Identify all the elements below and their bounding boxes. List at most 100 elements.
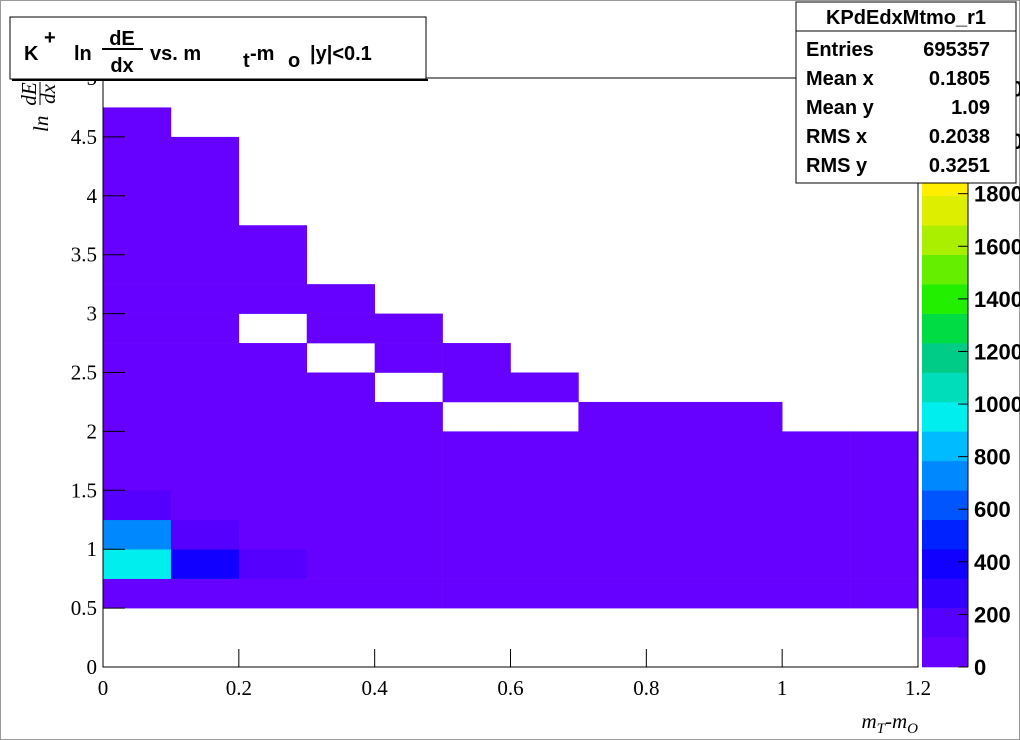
z-tick-label: 1200 xyxy=(974,339,1020,364)
cell xyxy=(374,431,443,462)
cell xyxy=(170,519,240,550)
cell xyxy=(442,490,511,521)
z-tick-label: 600 xyxy=(974,497,1011,522)
title-part: ln xyxy=(74,43,92,65)
cell xyxy=(103,431,172,462)
cell xyxy=(442,578,511,609)
cell xyxy=(103,401,172,432)
x-label-part: O xyxy=(907,721,918,737)
title-part: t xyxy=(243,50,250,72)
title-part: vs. m xyxy=(150,43,201,65)
cell xyxy=(238,578,308,609)
cell xyxy=(714,549,783,579)
cell xyxy=(510,519,579,550)
stats-value: 0.1805 xyxy=(929,68,990,90)
cell xyxy=(170,254,240,285)
cell xyxy=(374,401,443,432)
cell xyxy=(103,372,172,403)
cell xyxy=(850,460,919,491)
cell xyxy=(646,431,715,462)
cell xyxy=(170,136,240,167)
cell xyxy=(170,490,240,521)
y-label-part: ln xyxy=(29,116,53,132)
x-tick-label: 1 xyxy=(777,676,788,700)
cell xyxy=(170,549,240,579)
cell xyxy=(306,549,375,579)
cell xyxy=(782,578,851,609)
title-part: dE xyxy=(109,28,135,50)
cell xyxy=(714,401,783,432)
cell xyxy=(238,549,308,579)
cell xyxy=(714,519,783,550)
stats-box xyxy=(795,1,1017,184)
cell xyxy=(103,284,172,314)
palette-band xyxy=(922,343,968,373)
stats-value: 695357 xyxy=(923,39,990,61)
stats-key: Mean x xyxy=(806,68,874,90)
cell xyxy=(170,460,240,491)
cell xyxy=(238,254,308,285)
x-tick-label: 0 xyxy=(98,676,109,700)
palette-band xyxy=(922,254,968,285)
palette-band xyxy=(922,519,968,550)
cell xyxy=(714,460,783,491)
cell xyxy=(714,431,783,462)
title-part: + xyxy=(44,27,56,49)
cell xyxy=(103,519,172,550)
cell xyxy=(170,195,240,226)
cell xyxy=(646,578,715,609)
z-tick-label: 1000 xyxy=(974,392,1020,417)
cell xyxy=(170,284,240,314)
cell xyxy=(646,519,715,550)
cell xyxy=(103,490,172,521)
cell xyxy=(103,107,172,138)
cell xyxy=(646,460,715,491)
z-tick-label: 800 xyxy=(974,445,1011,470)
cell xyxy=(374,519,443,550)
cell xyxy=(306,578,375,609)
cell xyxy=(103,578,172,609)
cell xyxy=(714,578,783,609)
y-axis-label: ln dEdx xyxy=(17,82,60,132)
x-label-part: m xyxy=(861,709,876,733)
cell xyxy=(578,578,647,609)
title-part: -m xyxy=(250,43,274,65)
cell xyxy=(238,519,308,550)
cell xyxy=(374,578,443,609)
y-tick-label: 2.5 xyxy=(71,361,97,385)
x-tick-label: 0.6 xyxy=(497,676,523,700)
x-tick-label: 0.8 xyxy=(633,676,659,700)
cell xyxy=(510,460,579,491)
stats-name: KPdEdxMtmo_r1 xyxy=(826,7,986,29)
z-tick-label: 400 xyxy=(974,550,1011,575)
cell xyxy=(850,519,919,550)
cell xyxy=(103,136,172,167)
stats-key: Entries xyxy=(806,39,874,61)
z-tick-label: 1600 xyxy=(974,234,1020,259)
cell xyxy=(170,313,240,344)
palette-band xyxy=(922,225,968,255)
title-part: |y|<0.1 xyxy=(310,43,372,65)
title-part: K xyxy=(24,43,39,65)
y-label-part: dx xyxy=(36,83,60,104)
palette: 0200400600800100012001400160018002000220… xyxy=(922,77,1020,680)
palette-band xyxy=(922,578,968,609)
cell xyxy=(782,431,851,462)
cell xyxy=(646,490,715,521)
cell xyxy=(510,372,579,403)
y-label-part: dE xyxy=(17,82,41,106)
cell xyxy=(782,490,851,521)
cell xyxy=(578,549,647,579)
cell xyxy=(170,431,240,462)
cell xyxy=(374,490,443,521)
x-axis-label: mT-mO xyxy=(861,709,918,737)
y-tick-label: 1 xyxy=(87,537,98,561)
x-tick-label: 0.4 xyxy=(362,676,389,700)
palette-band xyxy=(922,608,968,638)
cell xyxy=(850,490,919,521)
cell xyxy=(578,460,647,491)
x-tick-label: 1.2 xyxy=(905,676,931,700)
stats-value: 1.09 xyxy=(951,97,990,119)
stats-key: Mean y xyxy=(806,97,875,119)
